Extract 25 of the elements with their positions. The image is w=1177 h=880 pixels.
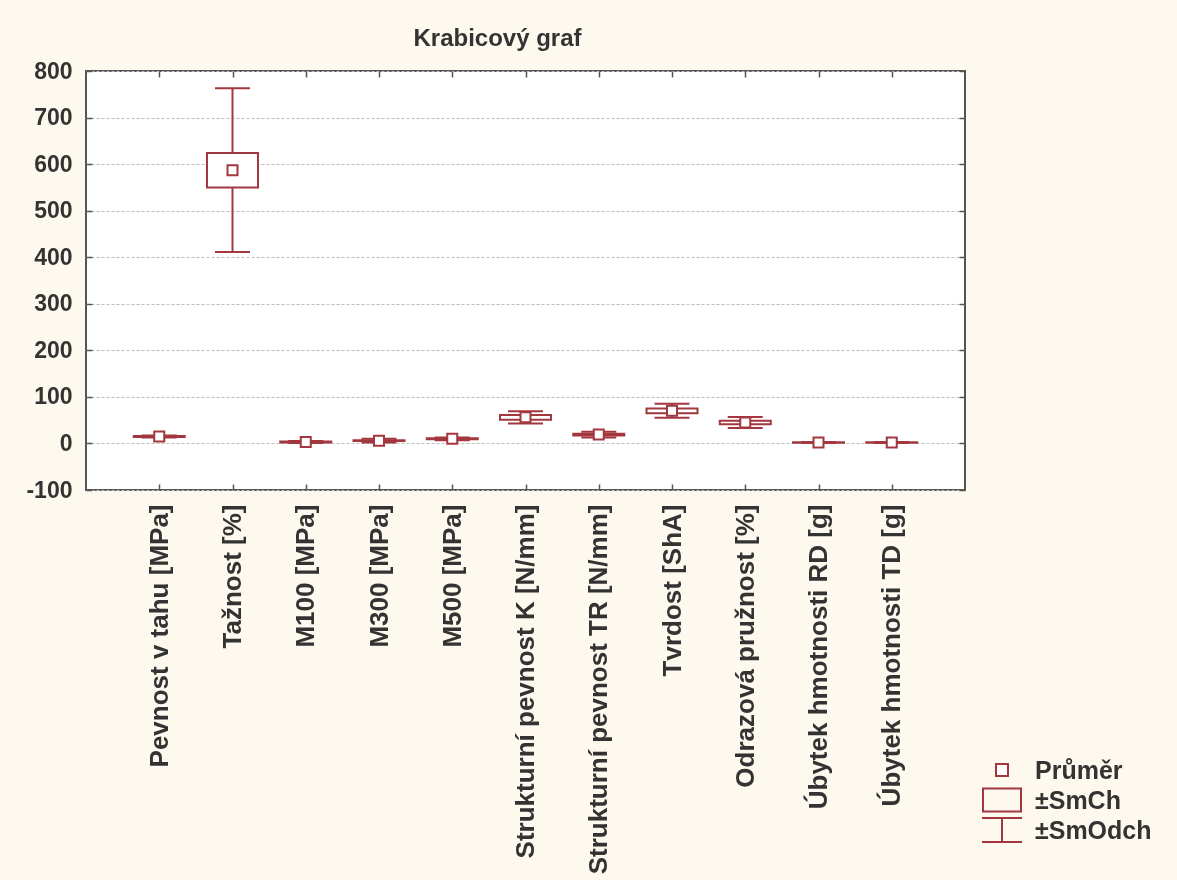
x-tick-label: M100 [MPa]: [290, 504, 321, 648]
y-tick-label: 800: [34, 57, 73, 84]
y-tick-label: 200: [34, 336, 73, 363]
text: Průměr: [1035, 755, 1123, 785]
y-tick-label: 700: [34, 104, 73, 131]
x-tick-label: M500 [MPa]: [436, 504, 467, 648]
x-tick-label: Úbytek hmotnosti RD [g]: [803, 504, 833, 810]
x-tick-label: Odrazová pružnost [%]: [729, 504, 760, 788]
y-tick-label: 300: [34, 290, 73, 317]
x-tick-label: Strukturní pevnost K [N/mm]: [510, 504, 540, 859]
x-tick-label: M300 [MPa]: [363, 504, 394, 648]
x-tick-label: Tvrdost [ShA]: [656, 504, 687, 677]
y-tick-label: 500: [34, 197, 73, 224]
x-tick-label: Úbytek hmotnosti TD [g]: [876, 504, 907, 807]
y-tick-label: -100: [26, 476, 73, 503]
y-tick-label: 400: [34, 243, 73, 270]
x-tick-label: Strukturní pevnost TR [N/mm]: [583, 504, 614, 875]
y-tick-label: 600: [34, 150, 73, 177]
x-tick-label: Pevnost v tahu [MPa]: [143, 504, 174, 768]
chart-title: Krabicový graf: [413, 24, 583, 51]
text: ±SmOdch: [1035, 815, 1152, 845]
y-tick-label: 0: [59, 429, 73, 456]
y-tick-label: 100: [34, 383, 73, 410]
text: ±SmCh: [1035, 785, 1121, 815]
x-tick-label: Tažnost [%]: [217, 504, 247, 649]
